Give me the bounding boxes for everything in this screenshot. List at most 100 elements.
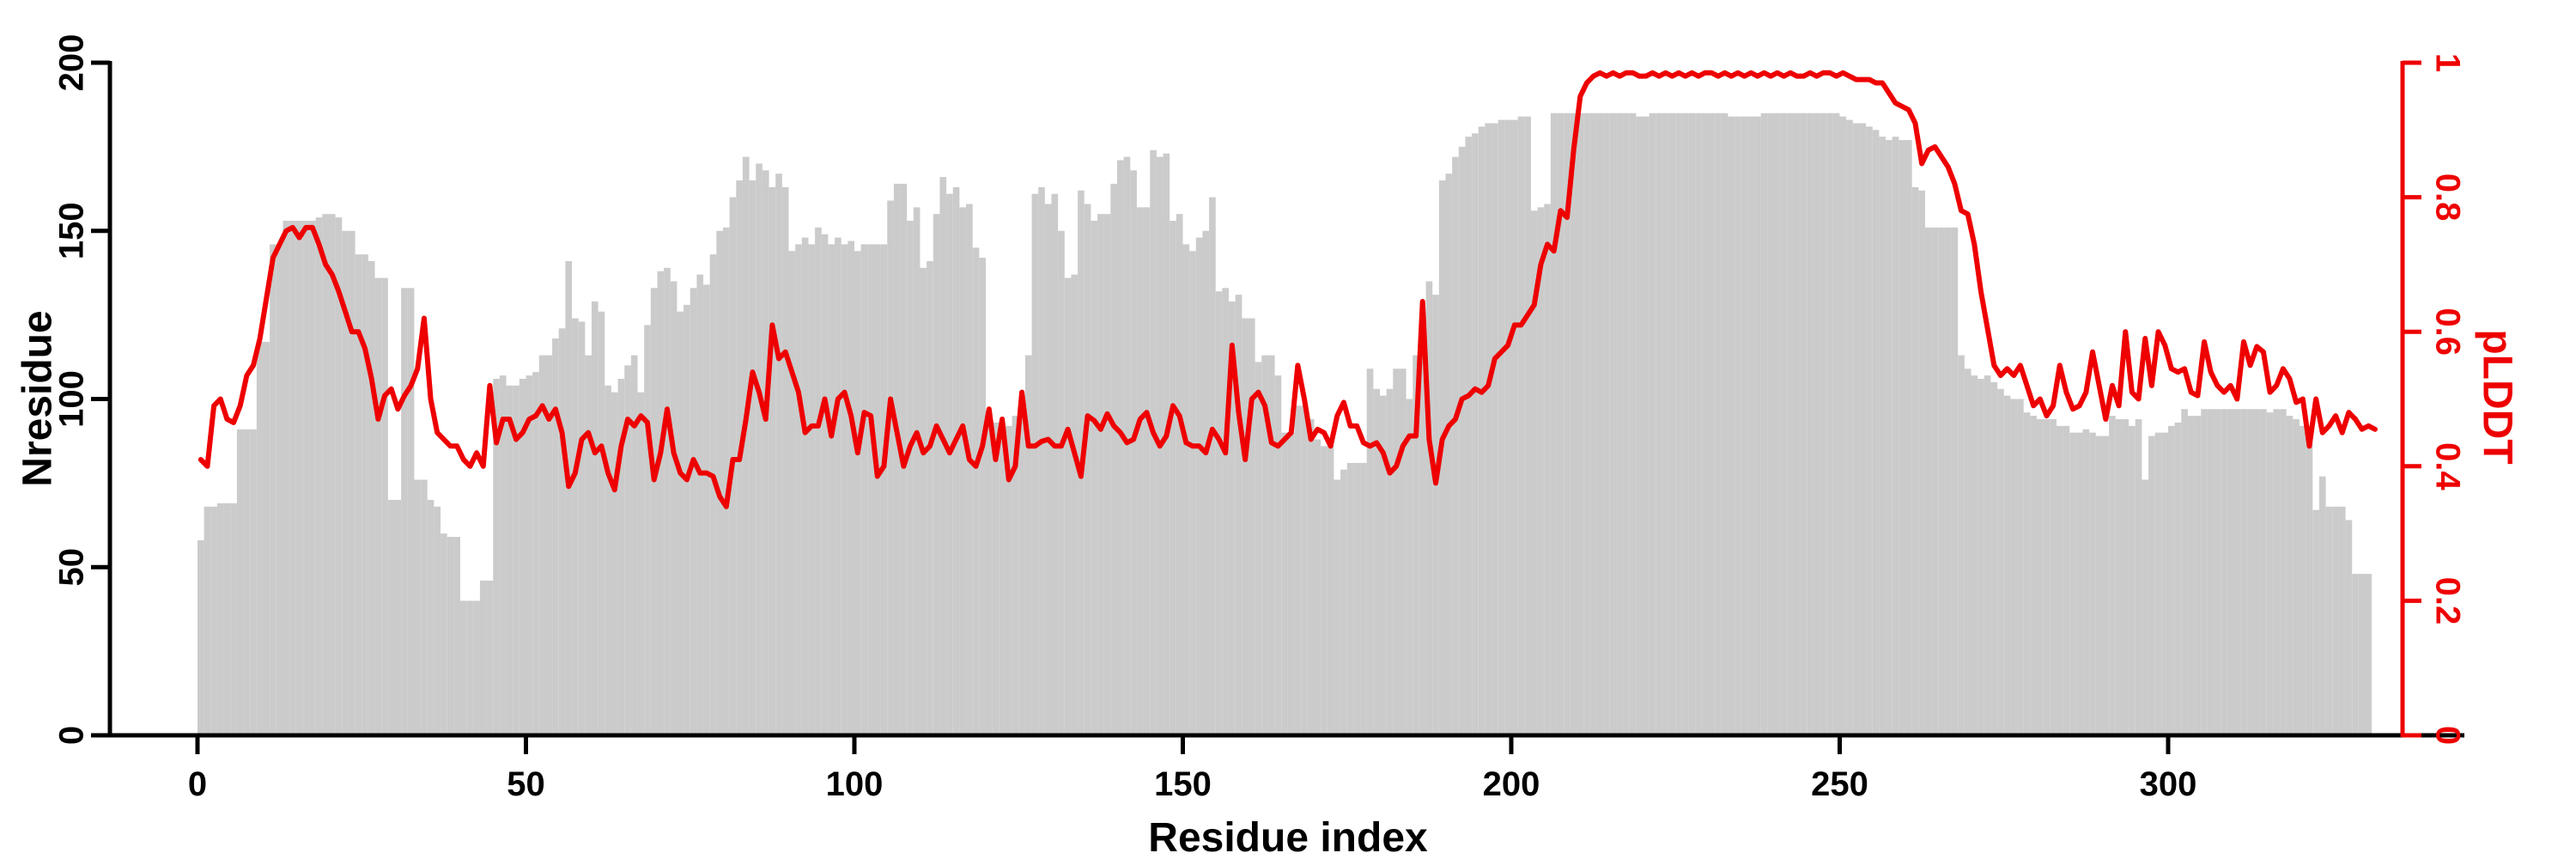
nresidue-bar — [335, 217, 343, 736]
nresidue-bar — [1813, 113, 1820, 736]
nresidue-bar — [769, 186, 776, 736]
nresidue-bar — [394, 499, 402, 735]
nresidue-bar — [2023, 412, 2031, 735]
nresidue-bar — [2227, 409, 2234, 735]
nresidue-bar — [2148, 436, 2155, 735]
nresidue-bar — [2246, 409, 2254, 735]
nresidue-bar — [920, 267, 927, 735]
nresidue-bar — [1721, 113, 1728, 736]
nresidue-bar — [1589, 113, 1597, 736]
nresidue-bar — [1064, 277, 1072, 735]
nresidue-bar — [1438, 180, 1446, 735]
nresidue-bar — [592, 301, 598, 735]
nresidue-bar — [1249, 318, 1255, 735]
nresidue-bar — [1406, 399, 1413, 735]
nresidue-bar — [1038, 186, 1045, 736]
nresidue-bar — [611, 392, 618, 735]
nresidue-bar — [1202, 230, 1210, 735]
nresidue-bar — [650, 288, 658, 735]
nresidue-bar — [835, 237, 841, 736]
nresidue-bar — [578, 321, 586, 735]
nresidue-bar — [1924, 227, 1932, 736]
nresidue-bar — [2214, 409, 2221, 735]
nresidue-bar — [1492, 123, 1498, 736]
nresidue-bar — [2253, 409, 2261, 735]
y-right-tick-label: 0.6 — [2428, 308, 2466, 356]
nresidue-bar — [486, 580, 494, 735]
nresidue-bar — [1419, 338, 1426, 735]
nresidue-bar — [1616, 113, 1624, 736]
nresidue-bar — [2089, 432, 2096, 735]
nresidue-bar — [1346, 462, 1354, 735]
nresidue-bar — [1701, 113, 1709, 736]
nresidue-bar — [1931, 227, 1939, 736]
nresidue-bar — [946, 193, 953, 735]
nresidue-bar — [1623, 113, 1630, 736]
nresidue-bar — [1084, 204, 1091, 735]
nresidue-bar — [1747, 116, 1755, 735]
nresidue-bar — [2095, 436, 2103, 735]
nresidue-bar — [1143, 207, 1151, 736]
nresidue-bar — [1267, 355, 1275, 735]
x-tick-label: 0 — [188, 765, 207, 803]
y-right-tick-label: 1 — [2428, 53, 2466, 72]
nresidue-bar — [2260, 409, 2267, 735]
y-axis-title-left: Nresidue — [15, 310, 61, 487]
nresidue-bar — [1872, 130, 1880, 736]
nresidue-bar — [309, 221, 316, 735]
nresidue-bar — [1189, 251, 1196, 735]
nresidue-bar — [1051, 193, 1059, 735]
nresidue-bar — [538, 355, 546, 735]
nresidue-bar — [361, 254, 368, 735]
nresidue-bar — [1688, 113, 1696, 736]
nresidue-bar — [1504, 119, 1511, 736]
nresidue-bar — [1964, 369, 1971, 735]
nresidue-bar — [1695, 113, 1702, 736]
nresidue-bar — [913, 207, 920, 736]
y-right-tick-label: 0.8 — [2428, 174, 2466, 222]
nresidue-bar — [1425, 281, 1433, 736]
nresidue-bar — [677, 311, 684, 735]
plddt-line — [197, 70, 2378, 509]
nresidue-bar — [979, 258, 986, 735]
nresidue-bar — [532, 372, 539, 735]
nresidue-bar — [401, 288, 408, 735]
nresidue-bar — [1024, 355, 1032, 735]
nresidue-bar — [1103, 214, 1111, 736]
nresidue-bar — [860, 244, 868, 735]
nresidue-bar — [2129, 425, 2136, 735]
nresidue-bar — [959, 207, 967, 736]
nresidue-bar — [1123, 156, 1131, 735]
nresidue-bar — [1478, 126, 1485, 735]
nresidue-bar — [2037, 418, 2044, 735]
nresidue-bar — [1413, 355, 1419, 735]
nresidue-bar — [1530, 210, 1538, 735]
nresidue-bar — [775, 174, 782, 735]
nresidue-bar — [250, 429, 257, 735]
nresidue-bar — [381, 277, 388, 735]
nresidue-bar — [1117, 160, 1124, 735]
nresidue-bar — [2075, 432, 2083, 735]
nresidue-bar — [2293, 418, 2300, 735]
nresidue-bar — [322, 214, 329, 736]
nresidue-bar — [2017, 399, 2024, 735]
nresidue-bar — [1432, 295, 1439, 735]
y-left-tick-label: 200 — [53, 34, 91, 92]
nresidue-bar — [1366, 369, 1374, 735]
nresidue-bar — [1472, 133, 1479, 736]
nresidue-bar — [263, 341, 270, 735]
nresidue-bar — [1380, 395, 1387, 735]
nresidue-bar — [992, 422, 999, 735]
nresidue-bar — [1445, 174, 1453, 735]
nresidue-bar — [2030, 416, 2037, 735]
nresidue-bar — [1728, 116, 1735, 735]
nresidue-bar — [2318, 476, 2326, 735]
nresidue-bar — [1984, 375, 1991, 735]
nresidue-bar — [2142, 479, 2149, 735]
nresidue-bar — [637, 392, 645, 735]
nresidue-bar — [295, 221, 303, 735]
nresidue-bar — [223, 503, 231, 735]
nresidue-bar — [630, 355, 638, 735]
nresidue-bar — [1091, 221, 1098, 735]
nresidue-bar — [893, 183, 901, 735]
